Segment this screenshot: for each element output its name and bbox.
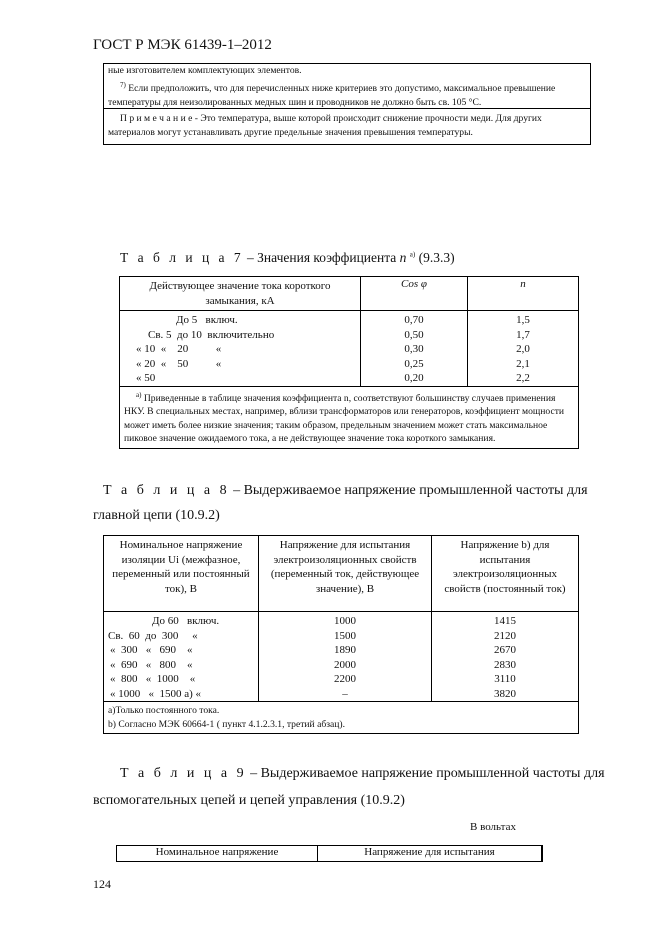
table-cell: « 300 « 690 « xyxy=(103,643,259,658)
table-cell: 1000 xyxy=(258,611,432,629)
table-row: « 300 « 690 «1890 2670 xyxy=(103,643,579,658)
table-cell: « 50 xyxy=(119,371,361,386)
table-cell: 2830 xyxy=(431,657,579,672)
table-cell: 0,25 xyxy=(360,356,468,371)
table-cell: « 20 « 50 « xyxy=(119,356,361,371)
table7-caption: Т а б л и ц а 7 – Значения коэффициента … xyxy=(120,250,455,266)
table-cell: 2000 xyxy=(258,657,432,672)
table-row: « 20 « 50 «0,25 2,1 xyxy=(119,356,579,371)
table9-caption: Т а б л и ц а 9 – Выдерживаемое напряжен… xyxy=(120,766,605,782)
table-cell: 1,7 xyxy=(467,327,579,342)
note: П р и м е ч а н и е - Это температура, в… xyxy=(104,109,590,140)
table-cell: 0,30 xyxy=(360,342,468,357)
footnote-7: 7) Если предположить, что для перечислен… xyxy=(108,78,586,110)
table-cell: 1415 xyxy=(431,611,579,629)
continued-footnote-box: ные изготовителем комплектующих элементо… xyxy=(103,63,591,145)
column-header: Напряжение b) для испытания электроизоля… xyxy=(431,535,579,612)
table8-footnotes: а)Только постоянного тока. b) Согласно М… xyxy=(103,701,579,734)
column-header: Номинальное напряжение изоляции Ui (межф… xyxy=(103,535,259,612)
table-cell: 2,0 xyxy=(467,342,579,357)
table7: Действующее значение тока короткого замы… xyxy=(119,276,579,449)
caption-var: n xyxy=(399,250,407,265)
table9-header: Номинальное напряжение Напряжение для ис… xyxy=(116,845,543,862)
table-cell: « 10 « 20 « xyxy=(119,342,361,357)
footnote-a: а)Только постоянного тока. xyxy=(108,705,220,716)
table-cell: 3820 xyxy=(431,686,579,702)
table-cell: 3110 xyxy=(431,672,579,687)
table-row: До 5 включ. 0,70 1,5 xyxy=(119,310,579,328)
table8-caption-line2: главной цепи (10.9.2) xyxy=(93,508,220,523)
footnote-text: Приведенные в таблице значения коэффицие… xyxy=(124,392,565,445)
table-cell: 1890 xyxy=(258,643,432,658)
footnote-b: b) Согласно МЭК 60664-1 ( пункт 4.1.2.3.… xyxy=(108,718,345,730)
caption-text: – Выдерживаемое напряжение промышленной … xyxy=(229,483,588,498)
table7-footnote: а) Приведенные в таблице значения коэффи… xyxy=(119,385,579,449)
table-cell: « 800 « 1000 « xyxy=(103,672,259,687)
table-row: « 1000 « 1500 а) «–3820 xyxy=(103,686,579,702)
column-header: n xyxy=(467,276,579,311)
table-row: « 10 « 20 «0,30 2,0 xyxy=(119,342,579,357)
header-text: Cos φ xyxy=(401,278,427,290)
table-cell: 1500 xyxy=(258,628,432,643)
column-header: Напряжение для испытания электроизоляцио… xyxy=(258,535,432,612)
table-row: До 60 включ. 1000 1415 xyxy=(103,611,579,629)
units-label: В вольтах xyxy=(470,821,516,833)
column-header: Cos φ xyxy=(360,276,468,311)
caption-sup: а) xyxy=(409,250,416,259)
table-cell: 2120 xyxy=(431,628,579,643)
column-header: Номинальное напряжение xyxy=(117,846,318,861)
table-cell: « 690 « 800 « xyxy=(103,657,259,672)
table-cell: До 5 включ. xyxy=(119,310,361,328)
table8-caption: Т а б л и ц а 8 – Выдерживаемое напряжен… xyxy=(103,483,588,499)
footnote-mark: 7) xyxy=(120,81,126,89)
caption-label: Т а б л и ц а 8 xyxy=(103,483,230,498)
table-cell: 2,1 xyxy=(467,356,579,371)
table-row: Св. 60 до 300 «1500 2120 xyxy=(103,628,579,643)
footnote-mark: а) xyxy=(136,390,142,399)
table-cell: 1,5 xyxy=(467,310,579,328)
table-cell: До 60 включ. xyxy=(103,611,259,629)
page-number: 124 xyxy=(93,877,111,891)
note-label: П р и м е ч а н и е xyxy=(120,113,193,124)
footnote-block: ные изготовителем комплектующих элементо… xyxy=(104,64,590,109)
footnote-text: Если предположить, что для перечисленных… xyxy=(108,83,556,109)
table-header-row: Номинальное напряжение изоляции Ui (межф… xyxy=(103,535,579,612)
table-cell: 0,70 xyxy=(360,310,468,328)
caption-ref: (9.3.3) xyxy=(415,250,455,265)
table-cell: – xyxy=(258,686,432,702)
caption-label: Т а б л и ц а 9 xyxy=(120,766,247,781)
table-row: « 800 « 1000 «2200 3110 xyxy=(103,672,579,687)
table-cell: 2,2 xyxy=(467,371,579,386)
table8: Номинальное напряжение изоляции Ui (межф… xyxy=(103,535,579,734)
caption-label: Т а б л и ц а 7 xyxy=(120,250,244,265)
column-header: Напряжение для испытания xyxy=(364,846,495,858)
document-id: ГОСТ Р МЭК 61439-1–2012 xyxy=(93,37,272,53)
table-cell: Св. 60 до 300 « xyxy=(103,628,259,643)
caption-text: – Выдерживаемое напряжение промышленной … xyxy=(246,766,605,781)
table-header-row: Действующее значение тока короткого замы… xyxy=(119,276,579,311)
table-cell: 0,20 xyxy=(360,371,468,386)
table-cell: 0,50 xyxy=(360,327,468,342)
table-cell: 2670 xyxy=(431,643,579,658)
table-cell: Св. 5 до 10 включительно xyxy=(119,327,361,342)
caption-text: – Значения коэффициента xyxy=(243,250,400,265)
table-row: Св. 5 до 10 включительно 0,50 1,7 xyxy=(119,327,579,342)
table-row: « 690 « 800 «2000 2830 xyxy=(103,657,579,672)
table-row: « 50 0,20 2,2 xyxy=(119,371,579,386)
footnote-continuation: ные изготовителем комплектующих элементо… xyxy=(108,65,302,76)
table-cell: 2200 xyxy=(258,672,432,687)
table9-caption-line2: вспомогательных цепей и цепей управления… xyxy=(93,793,405,808)
column-header: Действующее значение тока короткого замы… xyxy=(119,276,361,311)
note-text: - Это температура, выше которой происход… xyxy=(108,113,542,138)
header-text: n xyxy=(520,278,526,290)
table-cell: « 1000 « 1500 а) « xyxy=(103,686,259,702)
